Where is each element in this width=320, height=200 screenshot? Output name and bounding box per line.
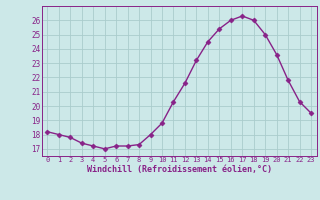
X-axis label: Windchill (Refroidissement éolien,°C): Windchill (Refroidissement éolien,°C)	[87, 165, 272, 174]
